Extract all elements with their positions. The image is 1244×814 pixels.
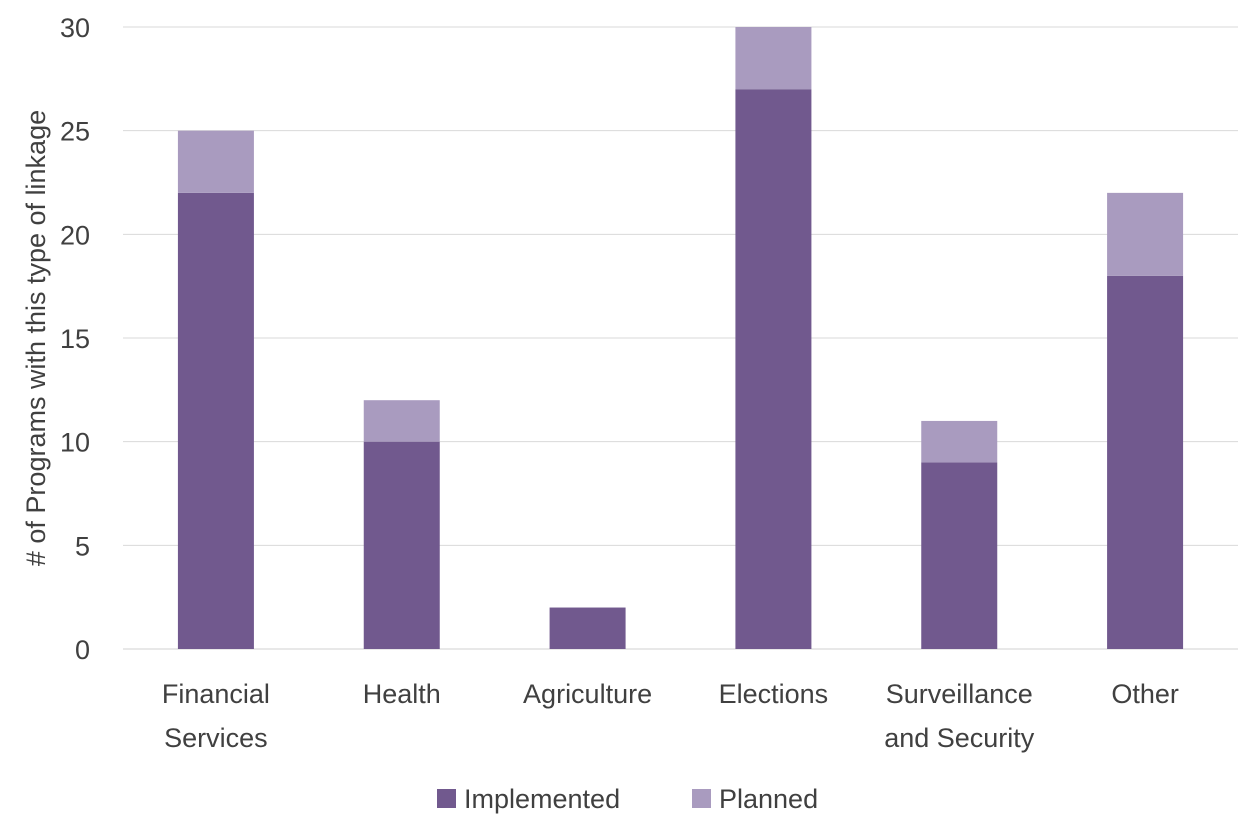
bar-planned-3 — [735, 27, 811, 89]
y-tick-label: 30 — [60, 13, 90, 43]
bar-implemented-0 — [178, 193, 254, 649]
y-axis-title: # of Programs with this type of linkage — [21, 110, 51, 566]
bar-planned-0 — [178, 131, 254, 193]
y-tick-label: 15 — [60, 324, 90, 354]
y-tick-label: 25 — [60, 117, 90, 147]
gridlines — [123, 27, 1238, 649]
bar-implemented-5 — [1107, 276, 1183, 649]
bar-implemented-3 — [735, 89, 811, 649]
y-tick-label: 0 — [75, 635, 90, 665]
x-axis-ticks: Financial Services Health Agriculture Electi… — [162, 679, 1179, 753]
bar-implemented-4 — [921, 462, 997, 649]
bar-planned-1 — [364, 400, 440, 441]
x-tick-label: Agriculture — [523, 679, 652, 709]
y-tick-label: 20 — [60, 220, 90, 250]
x-tick-label: Health — [363, 679, 441, 709]
x-tick-label: and Security — [884, 723, 1035, 753]
legend-label-implemented: Implemented — [464, 784, 620, 814]
legend-swatch-planned — [692, 789, 711, 808]
bar-implemented-2 — [550, 608, 626, 649]
legend-label-planned: Planned — [719, 784, 818, 814]
bar-planned-5 — [1107, 193, 1183, 276]
x-tick-label: Services — [164, 723, 268, 753]
bar-planned-4 — [921, 421, 997, 462]
x-tick-label: Elections — [719, 679, 829, 709]
y-axis-ticks: 0 5 10 15 20 25 30 — [60, 13, 90, 665]
bar-implemented-1 — [364, 442, 440, 649]
legend-swatch-implemented — [437, 789, 456, 808]
x-tick-label: Other — [1111, 679, 1179, 709]
x-tick-label: Financial — [162, 679, 270, 709]
legend: Implemented Planned — [437, 784, 818, 814]
x-tick-label: Surveillance — [886, 679, 1033, 709]
y-tick-label: 10 — [60, 428, 90, 458]
y-tick-label: 5 — [75, 531, 90, 561]
